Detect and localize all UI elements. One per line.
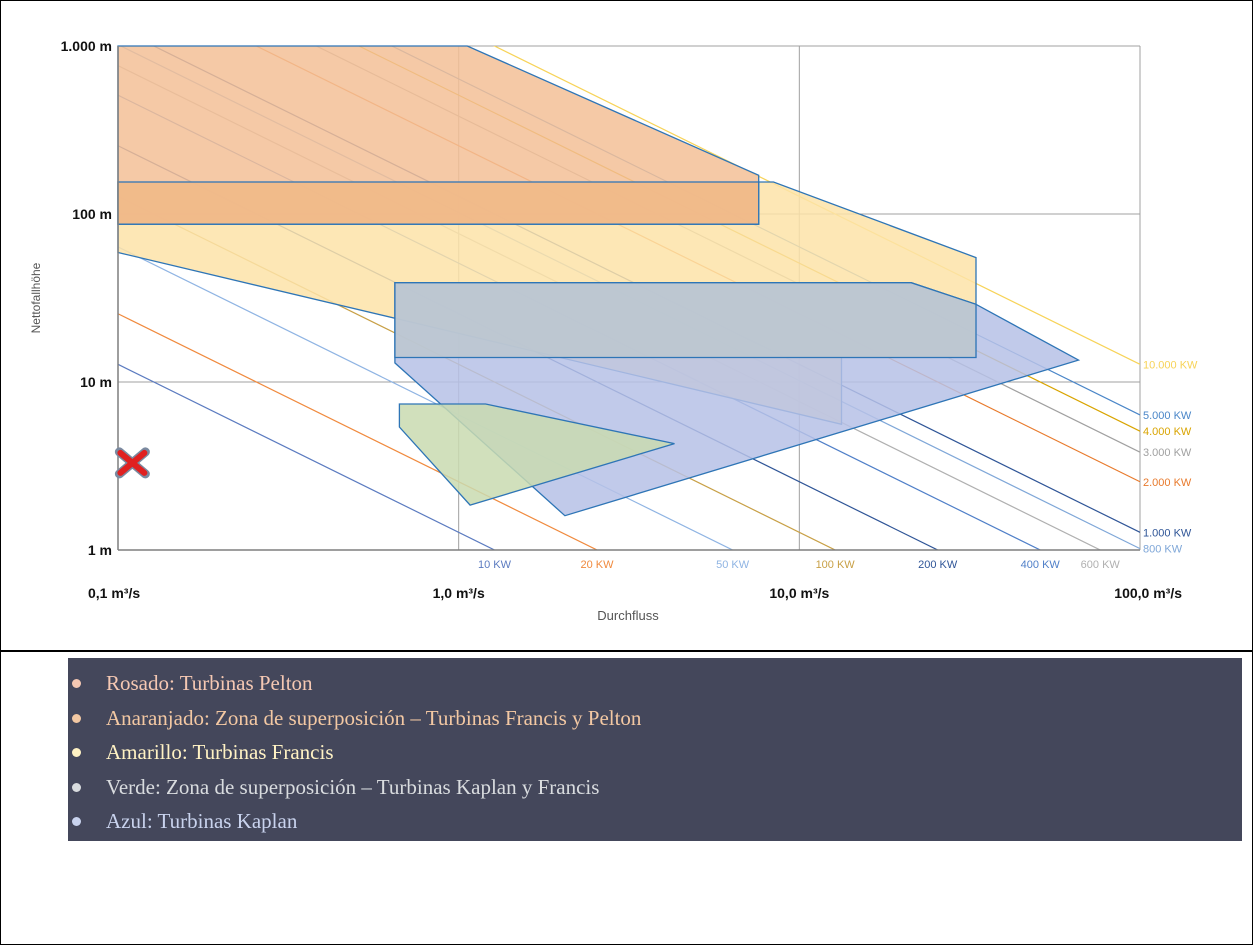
y-tick-label-2: 100 m bbox=[72, 206, 112, 222]
annotations bbox=[114, 447, 150, 479]
y-tick-label-1: 10 m bbox=[80, 374, 112, 390]
power-label-10: 3.000 KW bbox=[1143, 447, 1192, 459]
power-line-0 bbox=[118, 363, 496, 550]
bullet-icon bbox=[72, 782, 81, 792]
turbine-selection-chart: 0,1 m³/s 1,0 m³/s 10,0 m³/s 100,0 m³/s 1 m 10… bbox=[29, 38, 1198, 623]
legend-item-0: Rosado: Turbinas Pelton bbox=[68, 666, 1242, 701]
red-x-marker bbox=[114, 447, 150, 479]
power-label-13: 10.000 KW bbox=[1143, 359, 1198, 371]
power-label-2: 50 KW bbox=[716, 559, 750, 571]
y-axis-label: Nettofallhöhe bbox=[29, 262, 43, 333]
bullet-icon bbox=[72, 713, 81, 723]
power-label-5: 400 KW bbox=[1021, 559, 1061, 571]
power-line-2 bbox=[118, 246, 734, 550]
y-tick-label-0: 1 m bbox=[88, 542, 112, 558]
power-label-3: 100 KW bbox=[816, 559, 856, 571]
legend-item-label: Azul: Turbinas Kaplan bbox=[106, 809, 298, 833]
legend-item-3: Verde: Zona de superposición – Turbinas … bbox=[68, 770, 1242, 805]
region-francis-pelton bbox=[117, 181, 760, 225]
power-label-8: 1.000 KW bbox=[1143, 527, 1192, 539]
power-labels: 10 KW 20 KW 50 KW 100 KW 200 KW 400 KW 600 KW 8… bbox=[478, 359, 1198, 571]
legend-item-4: Azul: Turbinas Kaplan bbox=[68, 804, 1242, 839]
region-kaplan-francis-green bbox=[398, 403, 675, 506]
axes bbox=[117, 46, 1140, 551]
legend-item-1: Anaranjado: Zona de superposición – Turb… bbox=[68, 701, 1242, 736]
power-line-13 bbox=[493, 46, 1140, 366]
power-label-4: 200 KW bbox=[918, 559, 958, 571]
legend-item-label: Amarillo: Turbinas Francis bbox=[106, 740, 334, 764]
bullet-icon bbox=[72, 817, 81, 826]
legend-item-label: Verde: Zona de superposición – Turbinas … bbox=[106, 774, 600, 799]
x-axis-label: Durchfluss bbox=[597, 608, 659, 623]
power-line-1 bbox=[118, 313, 599, 550]
power-label-1: 20 KW bbox=[581, 559, 615, 571]
x-tick-label-1: 1,0 m³/s bbox=[433, 585, 485, 601]
divider-line bbox=[0, 650, 1253, 652]
legend-list: Rosado: Turbinas Pelton Anaranjado: Zona … bbox=[68, 658, 1242, 839]
legend-item-2: Amarillo: Turbinas Francis bbox=[68, 735, 1242, 770]
legend-box: Rosado: Turbinas Pelton Anaranjado: Zona … bbox=[68, 658, 1242, 841]
bullet-icon bbox=[72, 679, 81, 688]
power-label-0: 10 KW bbox=[478, 559, 512, 571]
legend-item-label: Anaranjado: Zona de superposición – Turb… bbox=[106, 705, 642, 730]
legend-item-label: Rosado: Turbinas Pelton bbox=[106, 671, 313, 695]
power-label-11: 4.000 KW bbox=[1143, 426, 1192, 438]
x-tick-label-3: 100,0 m³/s bbox=[1114, 585, 1182, 601]
x-tick-label-0: 0,1 m³/s bbox=[88, 585, 140, 601]
tick-labels: 0,1 m³/s 1,0 m³/s 10,0 m³/s 100,0 m³/s 1 m 10… bbox=[61, 38, 1183, 601]
bullet-icon bbox=[72, 748, 81, 757]
power-label-12: 5.000 KW bbox=[1143, 410, 1192, 422]
x-tick-label-2: 10,0 m³/s bbox=[769, 585, 829, 601]
region-kaplan-francis bbox=[394, 282, 977, 359]
y-tick-label-3: 1.000 m bbox=[61, 38, 112, 54]
power-label-9: 2.000 KW bbox=[1143, 477, 1192, 489]
turbine-regions bbox=[117, 45, 1081, 517]
power-label-6: 600 KW bbox=[1081, 559, 1121, 571]
power-label-7: 800 KW bbox=[1143, 544, 1183, 556]
